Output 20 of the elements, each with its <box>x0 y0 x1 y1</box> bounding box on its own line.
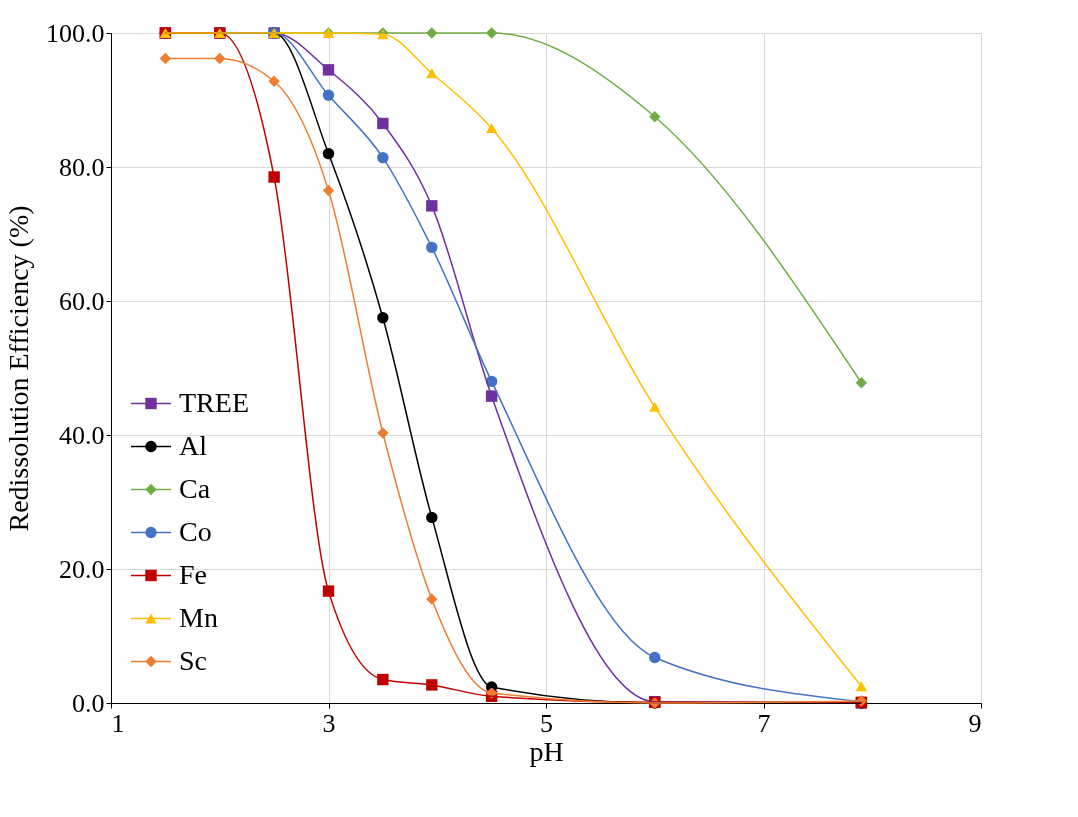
x-tick-label: 7 <box>757 708 771 738</box>
y-tick-label: 100.0 <box>46 18 105 48</box>
y-axis-title: Redissolution Efficiency (%) <box>3 205 34 532</box>
x-tick-label: 1 <box>111 708 125 738</box>
y-tick-label: 60.0 <box>59 286 105 316</box>
y-tick-label: 40.0 <box>59 420 105 450</box>
legend-label: TREE <box>179 386 249 418</box>
x-tick-label: 9 <box>968 708 982 738</box>
x-axis-title: pH <box>529 735 564 767</box>
y-tick-label: 80.0 <box>59 152 105 182</box>
legend-label: Ca <box>179 472 211 504</box>
y-tick-label: 20.0 <box>59 554 105 584</box>
legend-label: Mn <box>179 601 218 633</box>
x-tick-label: 3 <box>322 708 336 738</box>
y-tick-label: 0.0 <box>72 688 105 718</box>
x-tick-label: 5 <box>540 708 553 738</box>
legend-label: Al <box>179 429 208 461</box>
legend-label: Sc <box>179 644 207 676</box>
legend-label: Co <box>179 515 212 547</box>
legend-label: Fe <box>179 558 207 590</box>
